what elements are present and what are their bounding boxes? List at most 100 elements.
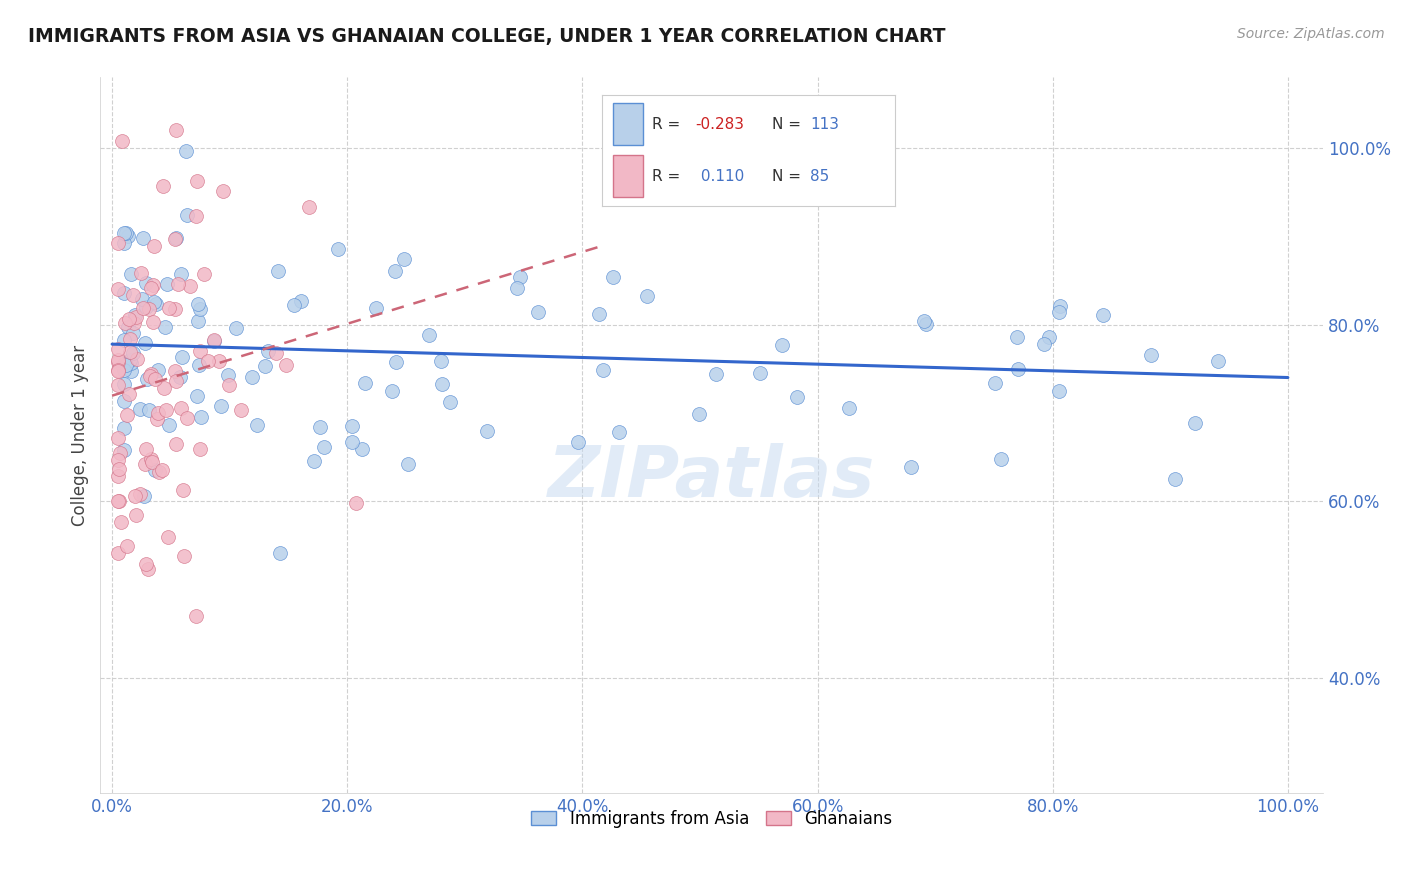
Point — [1005, 330, 1028, 344]
Point — [475, 425, 498, 439]
Point — [143, 463, 166, 477]
Point — [156, 277, 179, 292]
Point — [990, 452, 1012, 467]
Point — [340, 435, 363, 450]
Point — [381, 384, 404, 398]
Point — [165, 231, 187, 245]
Point — [107, 378, 129, 392]
Point — [157, 418, 180, 433]
Point — [312, 440, 335, 454]
Point — [112, 285, 135, 300]
Point — [838, 401, 860, 416]
Point — [112, 363, 135, 377]
Point — [107, 355, 129, 369]
Point — [172, 350, 194, 364]
Point — [129, 266, 152, 280]
Point — [592, 363, 614, 377]
Point — [134, 489, 156, 503]
Point — [107, 364, 129, 378]
Point — [914, 317, 936, 331]
Point — [169, 370, 191, 384]
Point — [148, 363, 170, 377]
Point — [135, 277, 157, 291]
Point — [396, 457, 419, 471]
Point — [167, 277, 190, 292]
Point — [172, 483, 194, 498]
Point — [118, 353, 141, 368]
Point — [107, 342, 129, 356]
Point — [352, 442, 374, 457]
Point — [115, 227, 138, 241]
Point — [112, 421, 135, 435]
Point — [124, 489, 146, 503]
Point — [108, 446, 131, 460]
Point — [141, 455, 163, 469]
Point — [122, 316, 145, 330]
Point — [120, 267, 142, 281]
Point — [111, 134, 134, 148]
Point — [107, 363, 129, 377]
Point — [264, 346, 287, 360]
Point — [142, 295, 165, 310]
Point — [225, 321, 247, 335]
Point — [107, 469, 129, 483]
Point — [1092, 308, 1115, 322]
Point — [1049, 299, 1071, 313]
Point — [208, 353, 231, 368]
Point — [186, 174, 208, 188]
Point — [1184, 417, 1206, 431]
Point — [139, 281, 162, 295]
Point — [125, 508, 148, 522]
Legend: Immigrants from Asia, Ghanaians: Immigrants from Asia, Ghanaians — [524, 803, 898, 834]
Point — [112, 394, 135, 409]
Point — [124, 308, 146, 322]
Point — [134, 336, 156, 351]
Point — [138, 301, 160, 316]
Point — [114, 316, 136, 330]
Point — [176, 411, 198, 425]
Point — [394, 252, 416, 266]
Point — [1140, 348, 1163, 362]
Point — [112, 377, 135, 392]
Point — [636, 289, 658, 303]
Point — [118, 345, 141, 359]
Point — [107, 493, 129, 508]
Text: ZIPatlas: ZIPatlas — [548, 443, 876, 513]
Point — [176, 207, 198, 221]
Point — [274, 358, 297, 372]
Point — [169, 401, 191, 415]
Point — [786, 390, 808, 404]
Point — [112, 443, 135, 458]
Point — [190, 410, 212, 425]
Point — [202, 334, 225, 348]
Point — [150, 462, 173, 476]
Point — [146, 412, 169, 426]
Point — [152, 178, 174, 193]
Point — [135, 557, 157, 571]
Point — [131, 301, 153, 316]
Point — [118, 387, 141, 401]
Point — [256, 343, 278, 358]
Point — [231, 402, 253, 417]
Point — [340, 418, 363, 433]
Point — [132, 230, 155, 244]
Point — [120, 332, 142, 346]
Point — [269, 546, 291, 560]
Point — [602, 270, 624, 285]
Point — [139, 367, 162, 381]
Point — [107, 431, 129, 445]
Point — [429, 354, 451, 368]
Point — [129, 401, 152, 416]
Point — [146, 406, 169, 420]
Point — [430, 377, 453, 392]
Point — [900, 460, 922, 475]
Point — [165, 374, 187, 388]
Point — [136, 561, 159, 575]
Point — [156, 530, 179, 544]
Point — [107, 282, 129, 296]
Point — [136, 372, 159, 386]
Point — [770, 337, 793, 351]
Point — [145, 297, 167, 311]
Point — [122, 326, 145, 340]
Point — [212, 184, 235, 198]
